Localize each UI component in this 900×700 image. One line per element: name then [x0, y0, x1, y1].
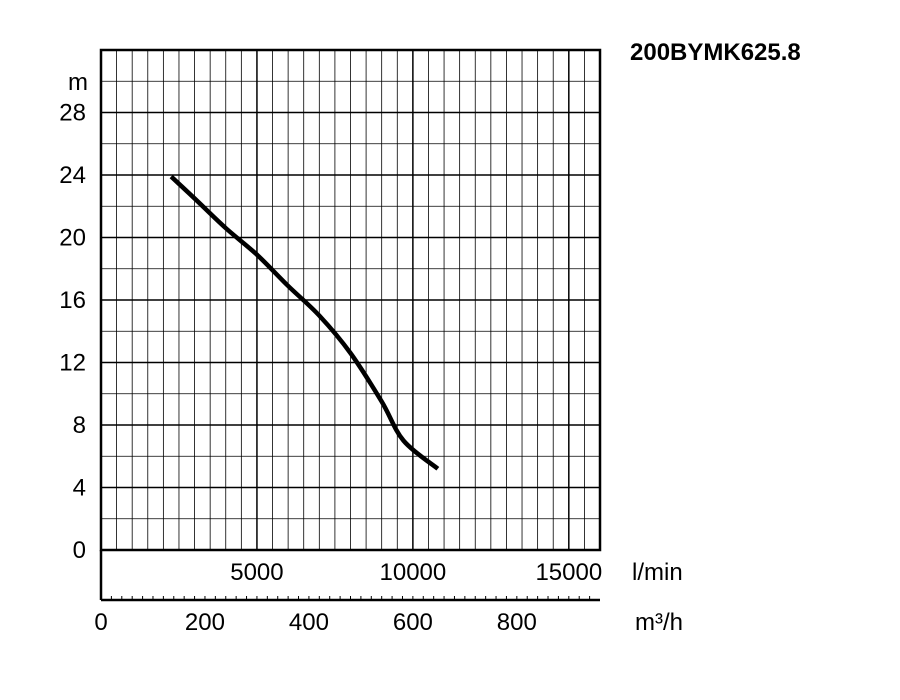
x-axis-lpm-unit-label: l/min — [632, 559, 683, 586]
y-axis-label: m — [68, 69, 88, 96]
x-m3h-tick-label: 0 — [94, 609, 107, 636]
grid — [101, 50, 600, 550]
y-tick-label: 12 — [59, 350, 86, 377]
y-tick-label: 28 — [59, 100, 86, 127]
plot-border — [99, 48, 602, 552]
pump-curve-line — [169, 174, 440, 471]
x-lpm-tick-label: 15000 — [535, 559, 602, 586]
y-tick-label: 4 — [73, 475, 86, 502]
y-axis: 0 4 8 12 16 20 24 28 — [59, 100, 86, 565]
y-tick-label: 16 — [59, 287, 86, 314]
x-m3h-tick-label: 600 — [393, 609, 433, 636]
x-axis-m3h-unit-label: m³/h — [635, 609, 683, 636]
x-axes: 5000 10000 15000 0 200 400 600 800 — [94, 559, 602, 636]
y-tick-label: 8 — [73, 412, 86, 439]
y-tick-label: 24 — [59, 162, 86, 189]
x-lpm-tick-label: 5000 — [230, 559, 283, 586]
x-m3h-tick-label: 200 — [185, 609, 225, 636]
x-m3h-tick-label: 800 — [497, 609, 537, 636]
y-tick-label: 0 — [73, 537, 86, 564]
x-lpm-tick-label: 10000 — [380, 559, 447, 586]
curve — [169, 174, 440, 471]
chart-title: 200BYMK625.8 — [630, 39, 801, 66]
x-m3h-tick-label: 400 — [289, 609, 329, 636]
y-tick-label: 20 — [59, 225, 86, 252]
